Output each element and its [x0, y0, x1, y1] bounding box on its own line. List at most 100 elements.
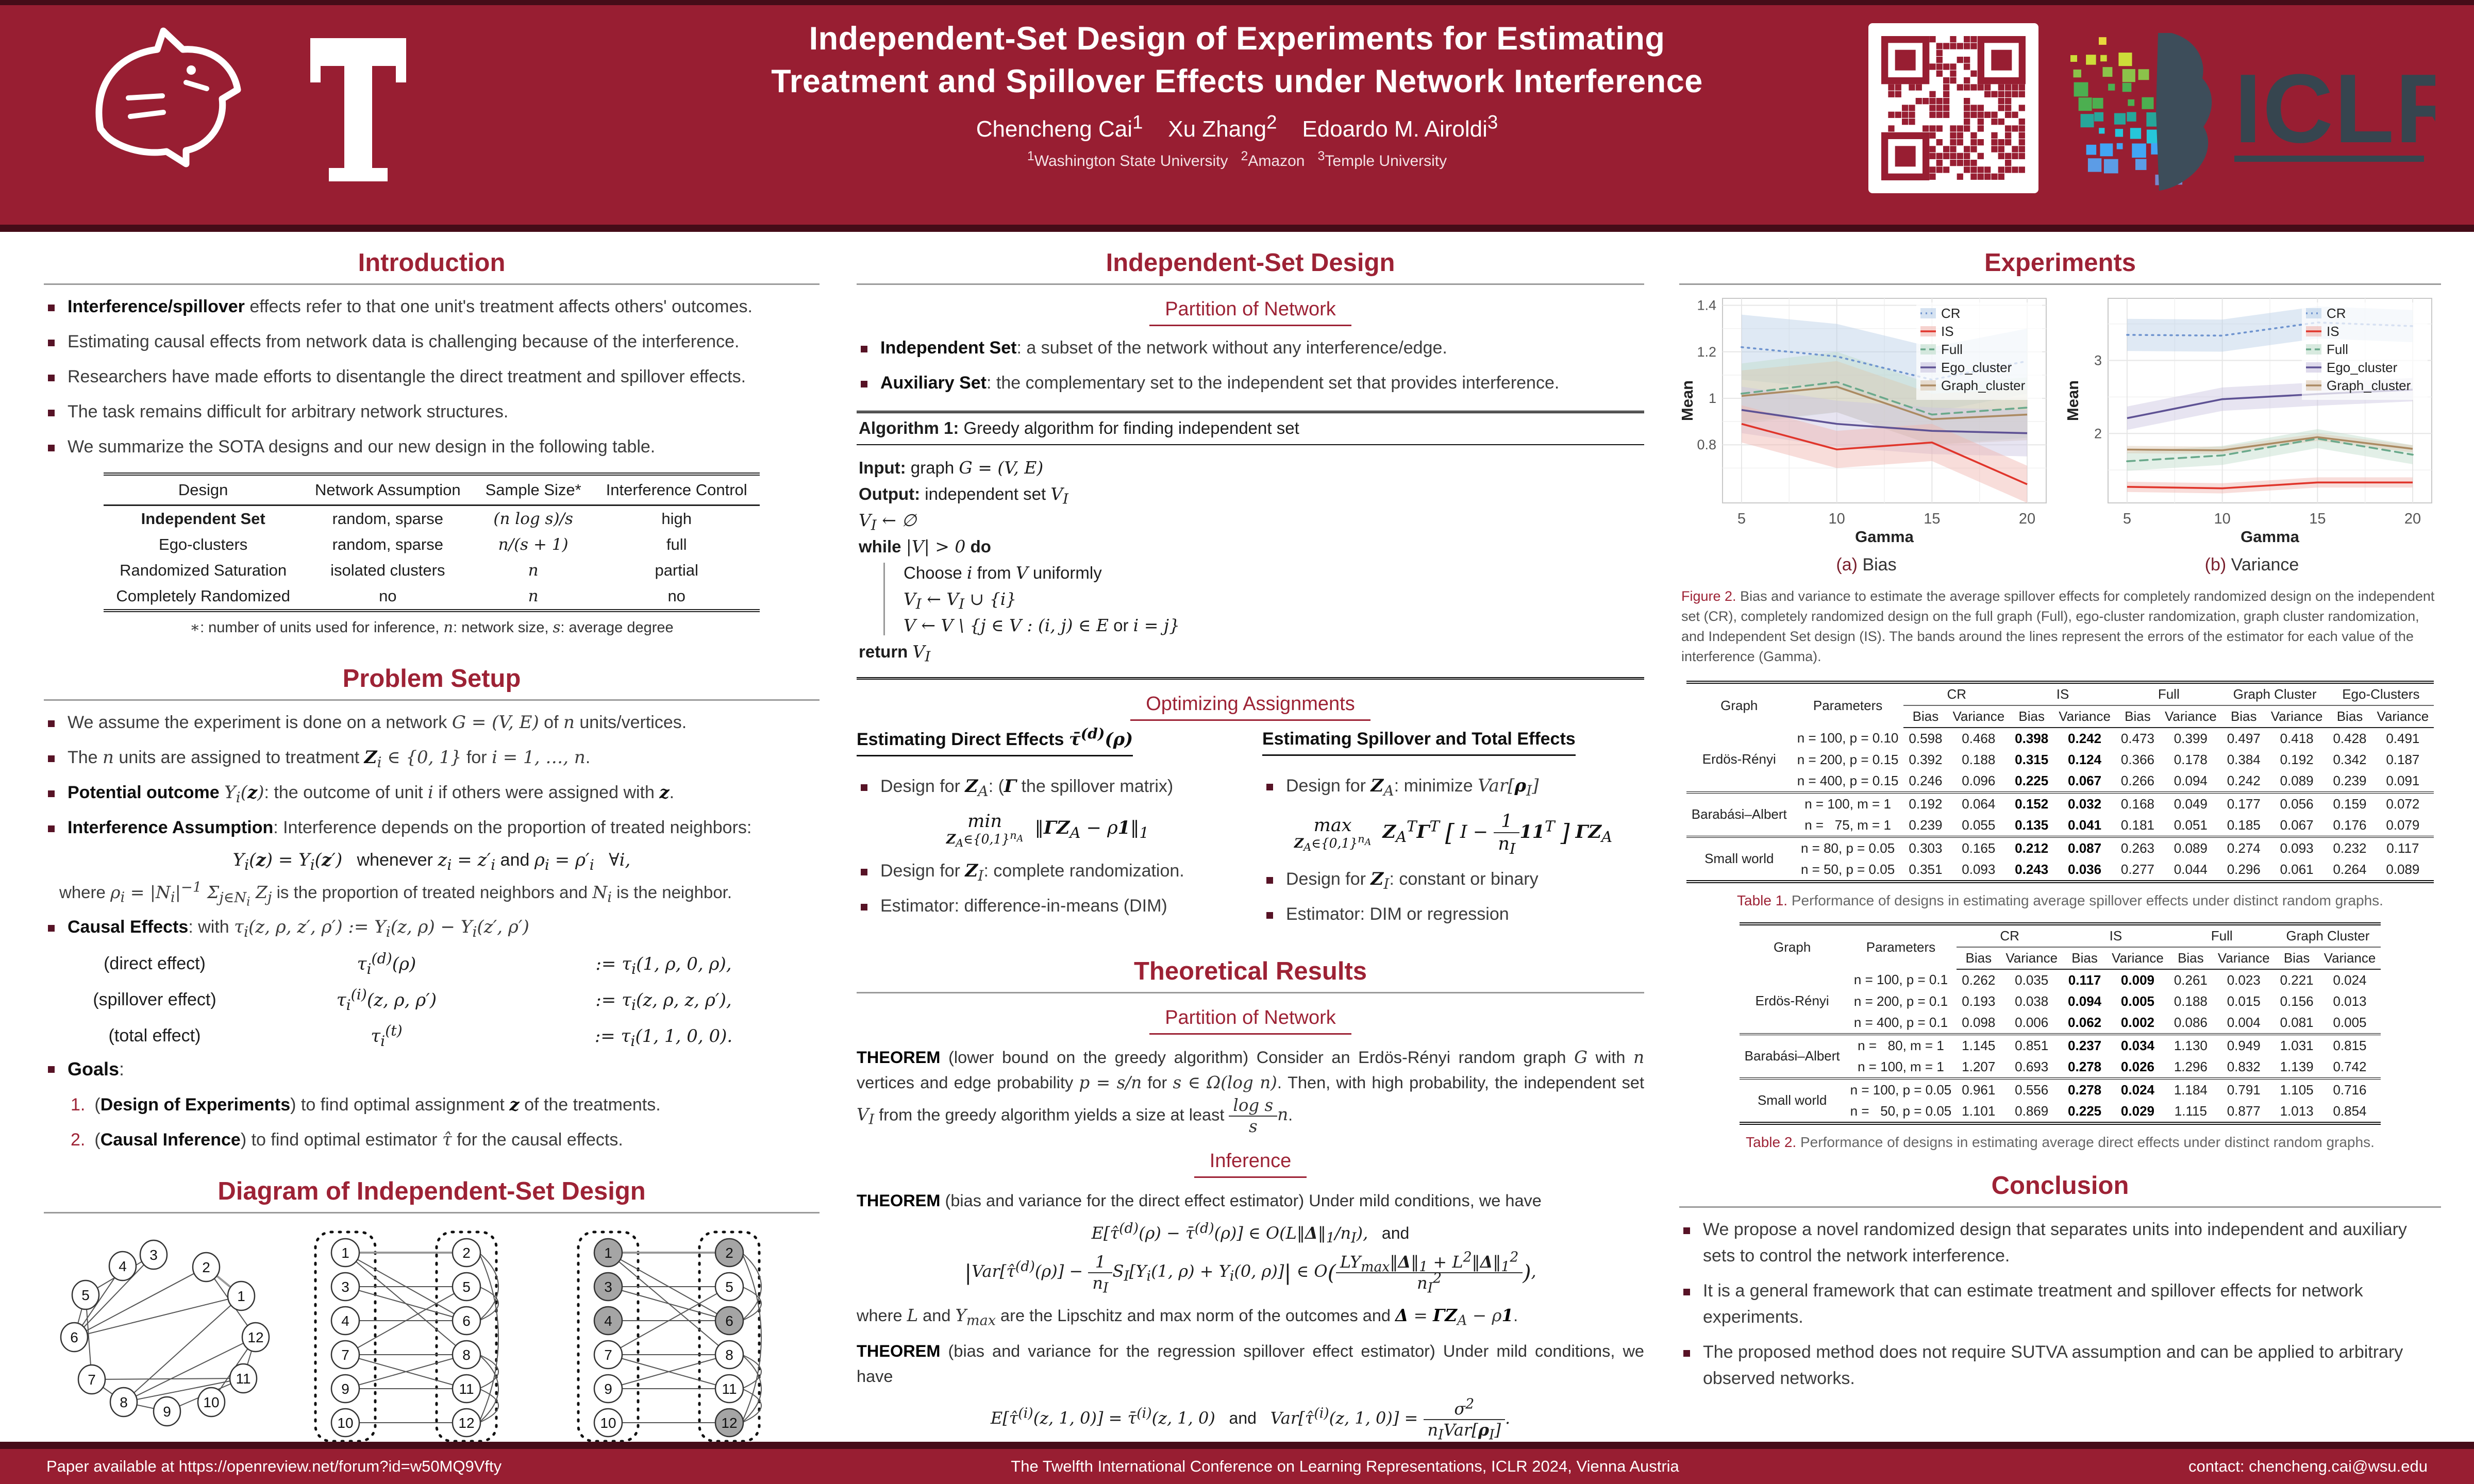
value-cell: 0.072	[2371, 791, 2434, 815]
algorithm-line: V ← V \ {j ∈ V : (i, j) ∈ E or i = j}	[904, 615, 1180, 635]
chart-legend: CR IS Full Ego_cluster Graph_cluster	[2302, 302, 2428, 400]
bias-chart-box: 0.8 1 1.2 1.4 5 10 15 20 Gamma Mean CR IS Full Ego_cl…	[1678, 290, 2053, 575]
value-cell: 0.212	[2010, 835, 2054, 859]
svg-text:Ego_cluster: Ego_cluster	[2327, 360, 2398, 375]
algorithm1-title: Algorithm 1: Greedy algorithm for findin…	[857, 413, 1644, 445]
parameters-cell: n = 200, p = 0.15	[1797, 751, 1899, 767]
graph-node	[452, 1340, 481, 1369]
value-cell: 0.491	[2386, 730, 2420, 746]
value-cell: 0.716	[2318, 1077, 2381, 1101]
figure1-network-diagram: 123456789101112134791025681112Independen…	[60, 1230, 762, 1468]
svg-text:IS: IS	[1941, 324, 1954, 339]
value-cell: 0.303	[1903, 835, 1948, 859]
list-item: The proposed method does not require SUT…	[1679, 1339, 2441, 1392]
value-cell: 0.036	[2068, 861, 2102, 877]
svg-text:12: 12	[458, 1415, 474, 1431]
graph-node	[139, 1239, 168, 1270]
value-cell: 0.086	[2174, 1014, 2208, 1030]
sub-header: Bias	[1957, 947, 2001, 970]
value-cell: 0.176	[2333, 817, 2367, 833]
graph-node	[452, 1408, 481, 1437]
causal-effect-cell: (direct effect)	[104, 953, 206, 973]
lipschitz-note: where L and Ymax are the Lipschitz and m…	[857, 1305, 1518, 1329]
list-item-text: (Causal Inference) to find optimal estim…	[94, 1129, 623, 1150]
design-group-header: IS	[2010, 682, 2116, 706]
svg-text:8: 8	[120, 1394, 128, 1410]
table-cell: (n log s)/s	[493, 510, 573, 528]
column-header: Interference Control	[593, 474, 760, 506]
table-cell: no	[667, 587, 686, 605]
graph-node	[330, 1340, 360, 1369]
algorithm-line: Output: independent set VI	[859, 484, 1069, 508]
value-cell: 0.366	[2120, 751, 2154, 767]
section-rule	[44, 699, 820, 701]
band-Ego_cluster	[1741, 386, 2028, 457]
svg-text:11: 11	[236, 1371, 250, 1387]
table-row: Barabási–Albert n = 100, m = 1 0.192 0.064 0…	[1686, 791, 2434, 837]
spillover-design-formula: max ZA∈{0,1}nA ZATΓT [ I − 1 nI 11T ] ΓZA	[1294, 811, 1613, 857]
title-block: Independent-Set Design of Experiments fo…	[593, 18, 1881, 170]
algorithm-line: Input: graph G = (V, E)	[859, 458, 1044, 478]
value-cell: 0.062	[2068, 1014, 2102, 1030]
section-rule	[857, 992, 1644, 993]
experiment-charts: 0.8 1 1.2 1.4 5 10 15 20 Gamma Mean CR IS Full Ego_cl…	[1678, 290, 2441, 575]
sub-header: Variance	[2160, 705, 2222, 728]
value-cell: 0.032	[2053, 791, 2116, 815]
value-cell: 0.877	[2227, 1103, 2261, 1119]
value-cell: 0.041	[2068, 817, 2102, 833]
section-rule	[1679, 283, 2441, 285]
svg-text:3: 3	[2094, 353, 2102, 368]
design-table-footnote: ∗: number of units used for inference, n…	[190, 618, 674, 636]
subsection-partition-of-network: Partition of Network	[857, 298, 1644, 326]
value-cell: 0.278	[2063, 1077, 2107, 1101]
column-header: Network Assumption	[303, 474, 473, 506]
table-cell: Ego-clusters	[159, 535, 248, 553]
value-cell: 0.264	[2333, 861, 2367, 877]
goals-list: 1. (Design of Experiments) to find optima…	[44, 1092, 820, 1153]
svg-text:5: 5	[725, 1279, 733, 1295]
value-cell: 0.004	[2227, 1014, 2261, 1030]
value-cell: 1.101	[1962, 1103, 1996, 1119]
sub-header: Bias	[2010, 705, 2054, 728]
line-IS	[2127, 481, 2413, 490]
section-heading-introduction: Introduction	[358, 249, 506, 277]
value-cell: 0.178	[2174, 751, 2208, 767]
value-cell: 1.139	[2280, 1058, 2314, 1074]
list-item: Potential outcome Yi(z): the outcome of …	[44, 780, 820, 806]
table-row: Independent Set random, sparse (n log s)/s…	[104, 505, 759, 532]
optimizing-columns: Estimating Direct Effects τ̄(d)(ρ) Desig…	[857, 727, 1644, 936]
value-cell: 0.024	[2333, 972, 2367, 988]
table-cell: Independent Set	[141, 510, 265, 528]
table-row: n = 50, p = 0.05 1.101 0.869 0.225 0.029 1.11…	[1740, 1101, 2381, 1123]
table2-caption: Table 2. Performance of designs in estim…	[1746, 1134, 2375, 1150]
poster-title: Independent-Set Design of Experiments fo…	[771, 21, 1703, 100]
design-comparison-table: Design Network Assumption Sample Size* Inte…	[44, 473, 820, 612]
svg-text:5: 5	[1737, 511, 1746, 527]
list-item-text: We assume the experiment is done on a ne…	[68, 712, 687, 733]
value-cell: 1.115	[2174, 1103, 2207, 1119]
column-introduction: Introduction Interference/spillover effe…	[44, 238, 820, 1484]
theorem-direct-effect: THEOREM (bias and variance for the direc…	[857, 1191, 1542, 1210]
direct-effect-variance-formula: |Var[τ̂(d)(ρ)] − 1 nI SI[Yi(1, ρ) + Yi(0, …	[964, 1249, 1536, 1296]
sub-header: Bias	[2168, 947, 2213, 970]
table-row: Randomized Saturation isolated clusters n p…	[104, 558, 759, 583]
section-heading-isd: Independent-Set Design	[1106, 249, 1395, 277]
graph-node	[714, 1306, 744, 1335]
value-cell: 0.188	[1962, 751, 1996, 767]
svg-text:8: 8	[725, 1347, 733, 1363]
value-cell: 0.384	[2227, 751, 2261, 767]
svg-text:ICLR: ICLR	[2234, 54, 2435, 163]
value-cell: 0.124	[2068, 751, 2102, 767]
table-row: n = 200, p = 0.15 0.392 0.188 0.315 0.124 0.3…	[1686, 749, 2434, 770]
column-independent-set-design: Independent-Set Design Partition of Netw…	[857, 238, 1644, 1484]
list-item-text: The task remains difficult for arbitrary…	[68, 402, 509, 421]
value-cell: 0.135	[2015, 817, 2049, 833]
value-cell: 0.079	[2386, 817, 2420, 833]
bullet-marker	[48, 445, 55, 451]
design-table: Design Network Assumption Sample Size* Inte…	[104, 473, 760, 612]
parameters-cell: n = 100, p = 0.05	[1845, 1077, 1957, 1101]
value-cell: 0.026	[2120, 1058, 2154, 1074]
list-item: The task remains difficult for arbitrary…	[44, 399, 820, 425]
value-cell: 0.089	[2280, 772, 2314, 788]
value-cell: 0.096	[1962, 772, 1996, 788]
